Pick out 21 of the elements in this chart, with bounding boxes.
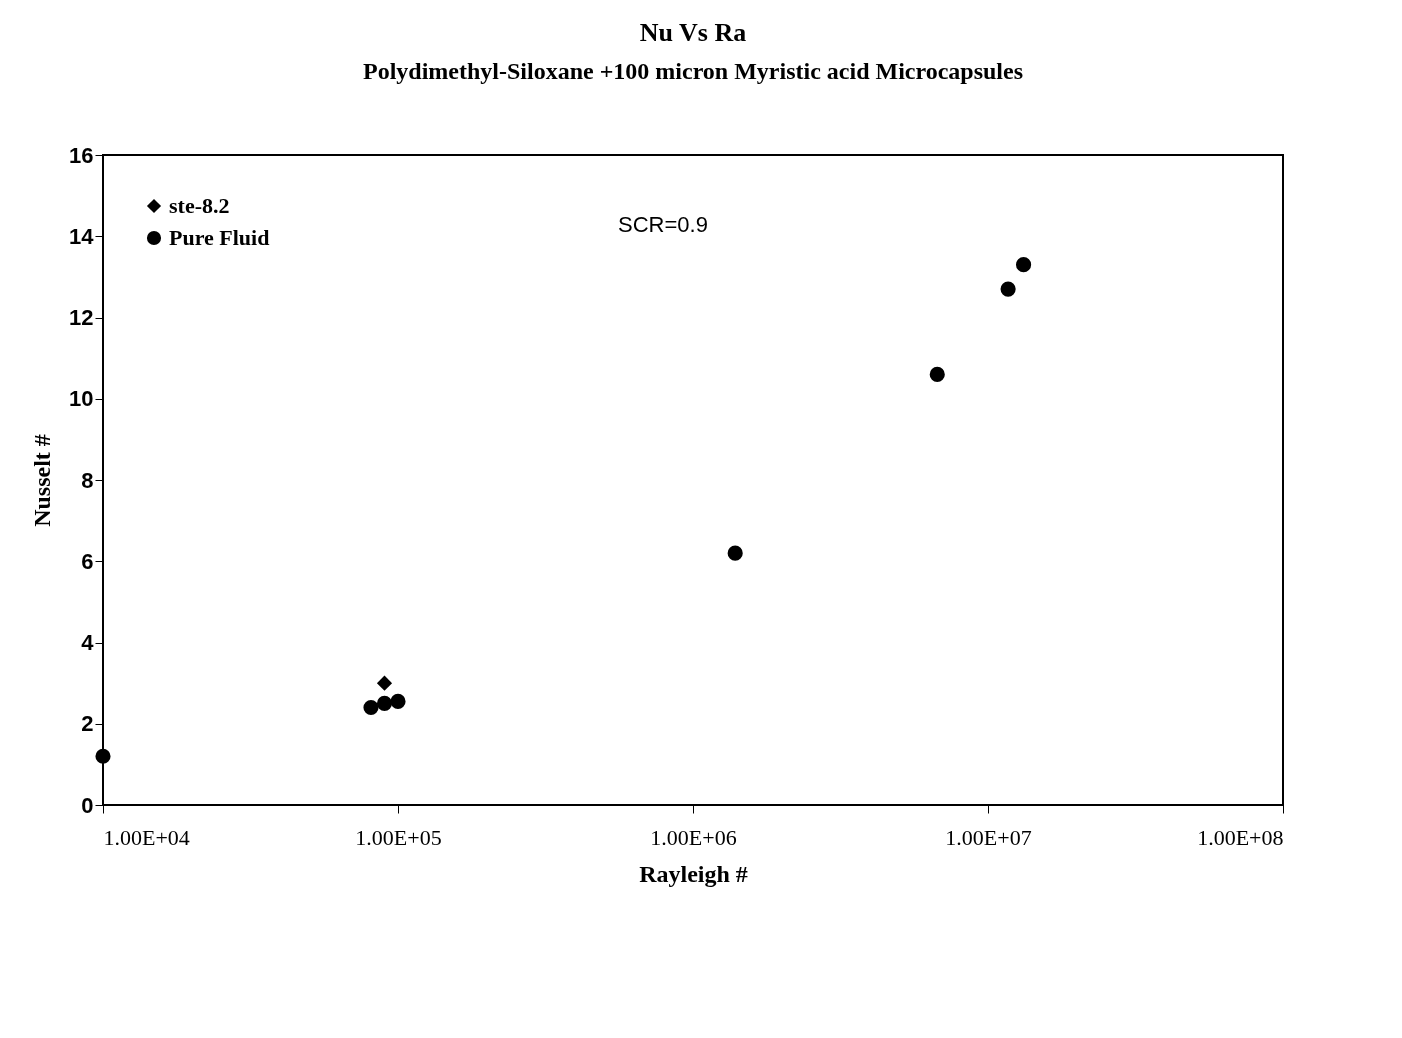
y-tick-label: 0 (81, 792, 94, 818)
y-tick-label: 6 (81, 548, 94, 574)
y-tick-label: 14 (69, 223, 95, 249)
y-tick-label: 8 (81, 467, 94, 493)
x-tick-label: 1.00E+06 (650, 824, 737, 850)
chart-title: Nu Vs Ra (639, 18, 747, 47)
y-tick-label: 16 (69, 142, 94, 168)
x-tick-label: 1.00E+05 (355, 824, 442, 850)
annotation: SCR=0.9 (618, 212, 708, 237)
y-tick-label: 10 (69, 386, 94, 412)
x-tick-label: 1.00E+07 (945, 824, 1032, 850)
y-tick-label: 2 (81, 711, 94, 737)
y-axis-title: Nusselt # (29, 434, 56, 527)
x-axis-title: Rayleigh # (639, 860, 748, 887)
y-tick-label: 12 (69, 305, 94, 330)
legend-label: ste-8.2 (169, 193, 230, 218)
y-tick-label: 4 (81, 630, 95, 655)
x-tick-label: 1.00E+08 (1197, 824, 1284, 850)
x-tick-label: 1.00E+04 (103, 824, 190, 850)
chart-subtitle: Polydimethyl-Siloxane +100 micron Myristic acid Microcapsules (362, 58, 1024, 84)
legend-label: Pure Fluid (169, 225, 270, 250)
